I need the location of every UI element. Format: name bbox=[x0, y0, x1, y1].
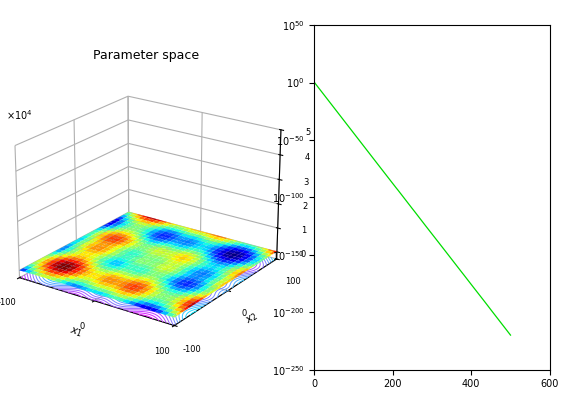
Title: Parameter space: Parameter space bbox=[93, 49, 199, 62]
Y-axis label: $x_2$: $x_2$ bbox=[244, 310, 261, 327]
X-axis label: $x_1$: $x_1$ bbox=[68, 325, 85, 340]
Text: $\times 10^4$: $\times 10^4$ bbox=[6, 109, 33, 122]
